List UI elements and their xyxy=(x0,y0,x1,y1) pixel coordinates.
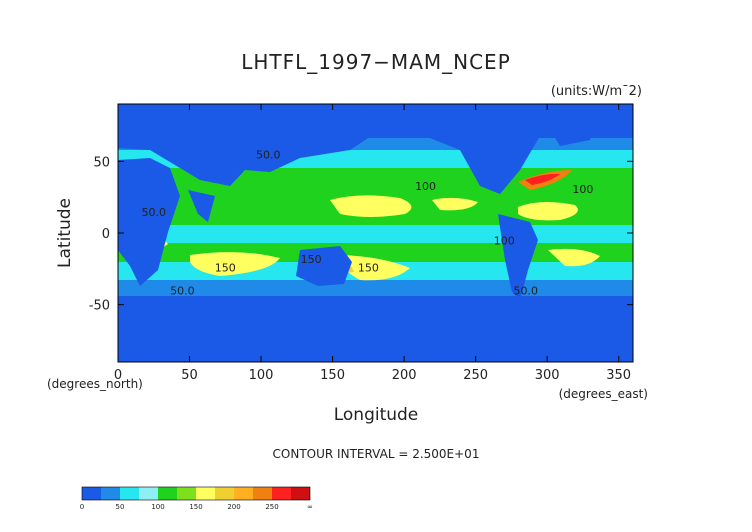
contour-label: 50.0 xyxy=(256,148,281,161)
contour-label: 150 xyxy=(301,253,322,266)
band-equator xyxy=(118,225,633,243)
colorbar-swatch xyxy=(177,487,196,500)
max-south-atlantic xyxy=(548,248,600,267)
chart-title: LHTFL_1997−MAM_NCEP xyxy=(241,50,511,74)
x-axis-unit: (degrees_east) xyxy=(559,387,648,401)
contour-label: 50.0 xyxy=(513,285,538,298)
max-north-pacific-east xyxy=(432,197,478,211)
x-axis: 0 50 100 150 200 250 300 350 xyxy=(114,104,631,383)
colorbar-swatch xyxy=(101,487,120,500)
x-tick-label: 250 xyxy=(463,368,488,383)
colorbar-label: 0 xyxy=(80,503,84,511)
colorbar-frame xyxy=(81,486,311,501)
x-tick-label: 200 xyxy=(392,368,417,383)
colorbar-swatch xyxy=(196,487,215,500)
land-north-america xyxy=(418,104,540,194)
max-south-indian xyxy=(190,252,280,276)
land-greenland xyxy=(540,108,600,146)
colorbar-swatch xyxy=(234,487,253,500)
land-antarctica xyxy=(118,312,633,362)
contour-label: 100 xyxy=(572,183,593,196)
contour-label: 50.0 xyxy=(142,206,167,219)
y-tick-label: 50 xyxy=(93,155,110,170)
land-india xyxy=(188,190,215,222)
colorbar-label: ∞ xyxy=(307,503,313,511)
colorbar-label: 50 xyxy=(116,503,125,511)
x-tick-label: 50 xyxy=(181,368,198,383)
y-axis: -50 0 50 xyxy=(89,155,633,314)
contour-interval: CONTOUR INTERVAL = 2.500E+01 xyxy=(273,447,480,461)
contour-label: 50.0 xyxy=(170,285,195,298)
y-tick-label: 0 xyxy=(102,227,110,242)
colorbar-label: 250 xyxy=(265,503,278,511)
x-tick-label: 150 xyxy=(320,368,345,383)
colorbar-swatch xyxy=(272,487,291,500)
units-label: (units:W/m¯2) xyxy=(551,84,642,99)
x-axis-title: Longitude xyxy=(334,405,419,425)
x-tick-label: 0 xyxy=(114,368,122,383)
x-tick-label: 300 xyxy=(535,368,560,383)
land-south-america xyxy=(498,214,538,300)
colorbar-label: 150 xyxy=(189,503,202,511)
colorbar-swatch xyxy=(291,487,310,500)
y-axis-unit: (degrees_north) xyxy=(47,377,143,391)
contour-label: 150 xyxy=(215,262,236,275)
contour-label: 100 xyxy=(415,180,436,193)
contour-labels: 50.0 50.0 100 100 100 150 150 150 50.0 50.0 xyxy=(142,148,594,297)
max-north-atlantic xyxy=(518,201,578,221)
contour-label: 100 xyxy=(494,234,515,247)
gulf-stream-red xyxy=(525,173,560,185)
y-axis-title: Latitude xyxy=(55,198,75,268)
max-north-pacific xyxy=(330,195,412,217)
colorbar-swatch xyxy=(139,487,158,500)
x-tick-label: 350 xyxy=(606,368,631,383)
colorbar-label: 200 xyxy=(227,503,240,511)
band-south-low xyxy=(118,280,633,296)
land-eurasia xyxy=(118,104,380,186)
x-tick-label: 100 xyxy=(249,368,274,383)
contour-label: 150 xyxy=(358,262,379,275)
land-africa xyxy=(118,158,180,286)
colorbar-label: 100 xyxy=(151,503,164,511)
y-tick-label: -50 xyxy=(89,299,110,314)
colorbar-swatch xyxy=(215,487,234,500)
colorbar-swatch xyxy=(82,487,101,500)
colorbar: 0 50 100 150 200 250 ∞ xyxy=(80,486,313,511)
colorbar-swatch xyxy=(120,487,139,500)
land-australia xyxy=(296,246,352,286)
plot-area xyxy=(118,104,633,362)
colorbar-swatch xyxy=(158,487,177,500)
max-south-pacific xyxy=(340,255,410,281)
colorbar-swatch xyxy=(253,487,272,500)
